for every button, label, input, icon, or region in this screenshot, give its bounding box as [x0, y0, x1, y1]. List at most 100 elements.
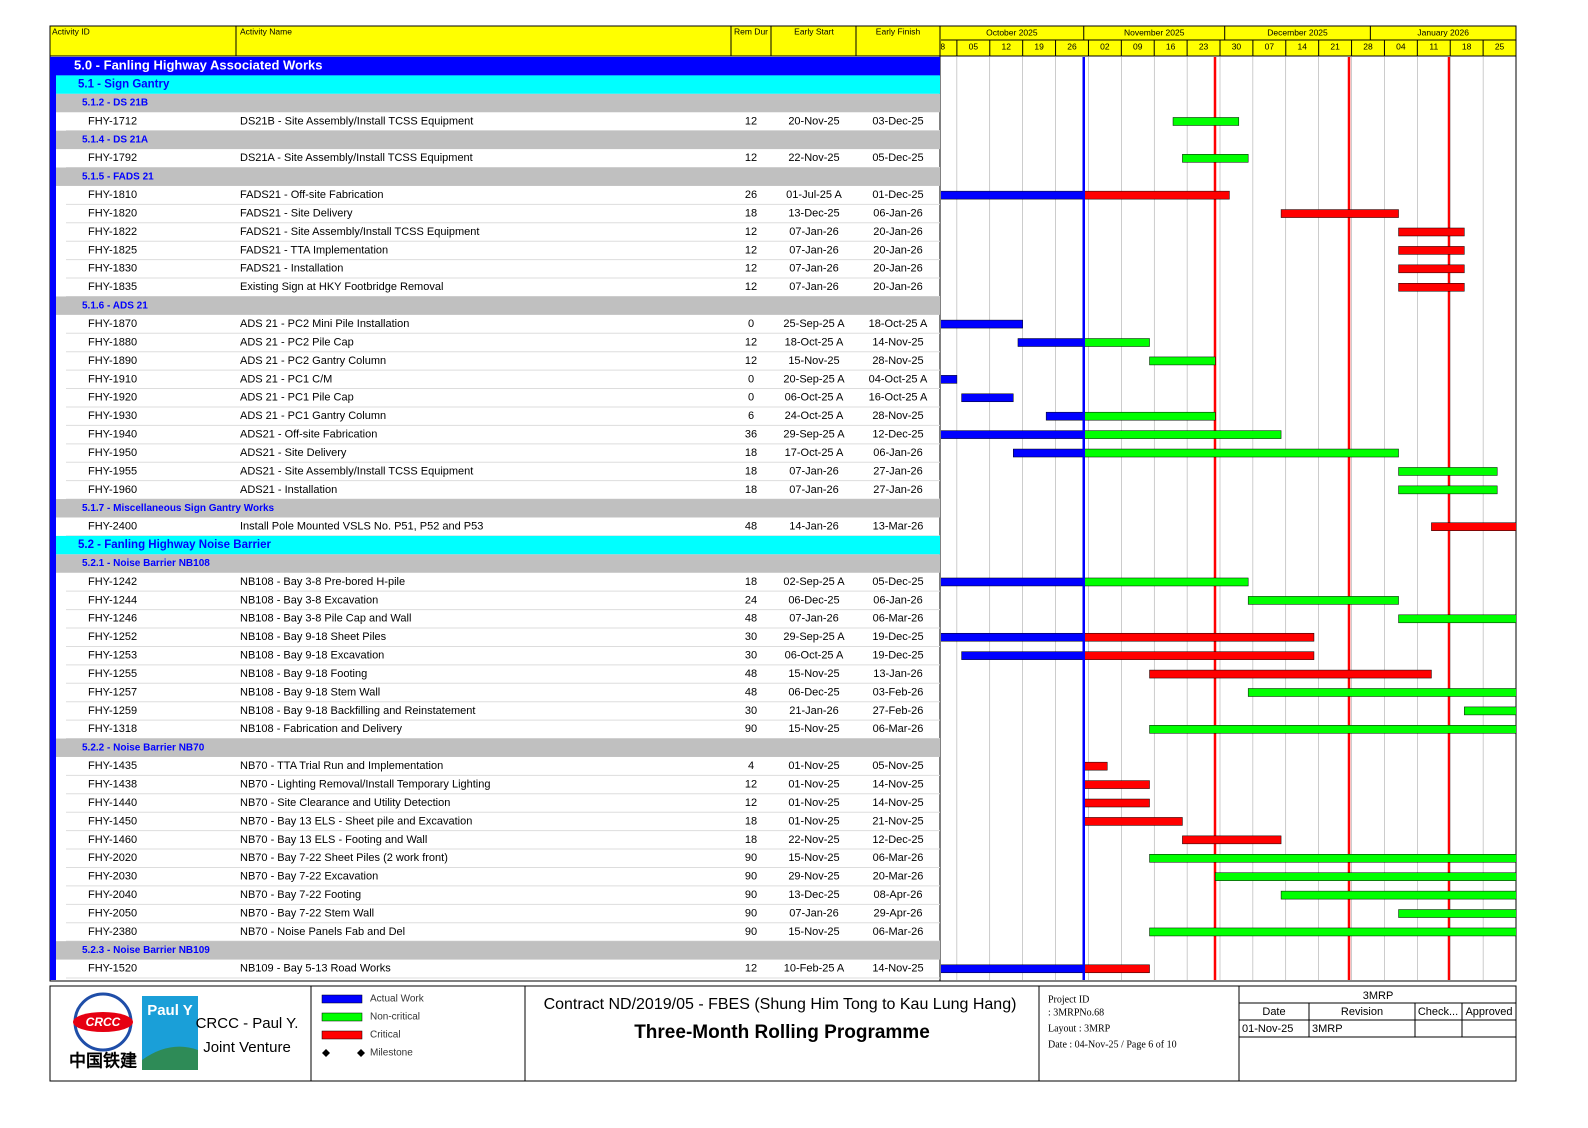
rem-dur: 30: [745, 650, 757, 662]
rem-dur: 24: [745, 594, 757, 606]
remaining-bar: [1149, 927, 1516, 937]
early-finish: 20-Jan-26: [873, 281, 923, 293]
rev-header: Check...: [1418, 1006, 1458, 1018]
activity-name: FADS21 - Off-site Fabrication: [240, 189, 383, 201]
activity-id: FHY-1810: [88, 189, 137, 201]
project-layout: Layout : 3MRP: [1048, 1023, 1111, 1034]
week-label: 30: [1232, 41, 1242, 51]
logo-wave: [142, 1046, 198, 1070]
activity-id: FHY-1825: [88, 244, 137, 256]
remaining-bar: [1083, 780, 1150, 789]
early-start: 07-Jan-26: [789, 263, 839, 275]
early-start: 10-Feb-25 A: [784, 963, 845, 975]
group-row: [56, 296, 940, 315]
rem-dur: 48: [745, 521, 757, 533]
week-label: 19: [1034, 41, 1044, 51]
remaining-bar: [1398, 909, 1516, 918]
early-start: 14-Jan-26: [789, 521, 839, 533]
logo-chinese: 中国铁建: [69, 1050, 137, 1070]
footer-frame: [49, 985, 1517, 1082]
group-label: 5.2.2 - Noise Barrier NB70: [82, 742, 205, 753]
week-label: 25: [1495, 41, 1505, 51]
project-id: : 3MRPNo.68: [1048, 1007, 1104, 1018]
legend-swatch: [321, 1012, 363, 1022]
activity-id: FHY-1712: [88, 115, 137, 127]
remaining-bar: [1083, 411, 1216, 421]
early-start: 17-Oct-25 A: [785, 447, 844, 459]
week-label: 04: [1396, 41, 1406, 51]
activity-id: FHY-2050: [88, 907, 137, 919]
early-start: 01-Jul-25 A: [786, 189, 842, 201]
week-label: 18: [1462, 41, 1472, 51]
early-start: 01-Nov-25: [788, 778, 839, 790]
activity-id: FHY-1880: [88, 336, 137, 348]
remaining-bar: [1247, 688, 1516, 697]
group-label: 5.1.4 - DS 21A: [82, 135, 148, 146]
activity-name: Existing Sign at HKY Footbridge Removal: [240, 281, 443, 293]
rem-dur: 90: [745, 907, 757, 919]
column-header: Activity Name: [240, 26, 292, 36]
rev-header: Date: [1262, 1006, 1285, 1018]
group-label: 5.1.7 - Miscellaneous Sign Gantry Works: [82, 503, 275, 514]
group-label: 5.2.3 - Noise Barrier NB109: [82, 945, 210, 956]
remaining-bar: [1149, 356, 1216, 366]
early-start: 07-Jan-26: [789, 226, 839, 238]
activity-id: FHY-1259: [88, 705, 137, 717]
activity-id: FHY-1438: [88, 778, 137, 790]
rem-dur: 90: [745, 852, 757, 864]
activity-name: ADS 21 - PC2 Gantry Column: [240, 355, 386, 367]
remaining-bar: [1431, 522, 1516, 531]
activity-name: NB108 - Bay 9-18 Excavation: [240, 650, 384, 662]
activity-id: FHY-2020: [88, 852, 137, 864]
group-row: [56, 93, 940, 113]
activity-id: FHY-1252: [88, 631, 137, 643]
early-start: 15-Nov-25: [788, 852, 839, 864]
early-start: 01-Nov-25: [788, 797, 839, 809]
activity-name: ADS21 - Site Delivery: [240, 447, 347, 459]
early-finish: 04-Oct-25 A: [869, 373, 928, 385]
week-label: 28: [1363, 41, 1373, 51]
activity-id: FHY-1318: [88, 723, 137, 735]
rem-dur: 12: [745, 226, 757, 238]
remaining-bar: [1215, 872, 1516, 881]
remaining-bar: [1280, 209, 1399, 218]
logo-jv: CRCC - Paul Y.: [196, 1015, 299, 1032]
early-finish: 06-Jan-26: [873, 447, 923, 459]
activity-id: FHY-1920: [88, 392, 137, 404]
activity-id: FHY-1244: [88, 594, 137, 606]
early-finish: 21-Nov-25: [872, 815, 923, 827]
activity-name: ADS21 - Site Assembly/Install TCSS Equip…: [240, 465, 473, 477]
rem-dur: 26: [745, 189, 757, 201]
activity-id: FHY-1242: [88, 576, 137, 588]
logo-badge: CRCC: [86, 1015, 121, 1029]
activity-name: NB70 - Bay 7-22 Stem Wall: [240, 907, 374, 919]
early-start: 18-Oct-25 A: [785, 336, 844, 348]
remaining-bar: [1398, 227, 1465, 237]
rem-dur: 48: [745, 686, 757, 698]
actual-bar: [961, 393, 1014, 403]
activity-name: NB108 - Bay 9-18 Sheet Piles: [240, 631, 387, 643]
activity-id: FHY-2400: [88, 521, 137, 533]
early-finish: 28-Nov-25: [872, 355, 923, 367]
rev-cell: 3MRP: [1312, 1023, 1343, 1035]
week-label: 14: [1297, 41, 1307, 51]
early-start: 15-Nov-25: [788, 668, 839, 680]
activity-id: FHY-1940: [88, 429, 137, 441]
legend-swatch: [321, 994, 363, 1004]
early-start: 01-Nov-25: [788, 815, 839, 827]
early-start: 22-Nov-25: [788, 834, 839, 846]
early-finish: 05-Dec-25: [872, 576, 923, 588]
early-finish: 20-Jan-26: [873, 263, 923, 275]
early-start: 06-Dec-25: [788, 686, 839, 698]
remaining-bar: [1398, 283, 1465, 292]
remaining-bar: [1172, 117, 1240, 126]
early-finish: 01-Dec-25: [872, 189, 923, 201]
week-label: 23: [1199, 41, 1209, 51]
early-finish: 20-Jan-26: [873, 226, 923, 238]
activity-name: NB70 - Bay 7-22 Sheet Piles (2 work fron…: [240, 852, 448, 864]
rem-dur: 6: [748, 410, 754, 422]
remaining-bar: [1398, 264, 1465, 274]
gantt: October 2025 November 2025 December 2025 Ja…: [941, 26, 1516, 980]
rem-dur: 18: [745, 465, 757, 477]
early-finish: 27-Jan-26: [873, 465, 923, 477]
